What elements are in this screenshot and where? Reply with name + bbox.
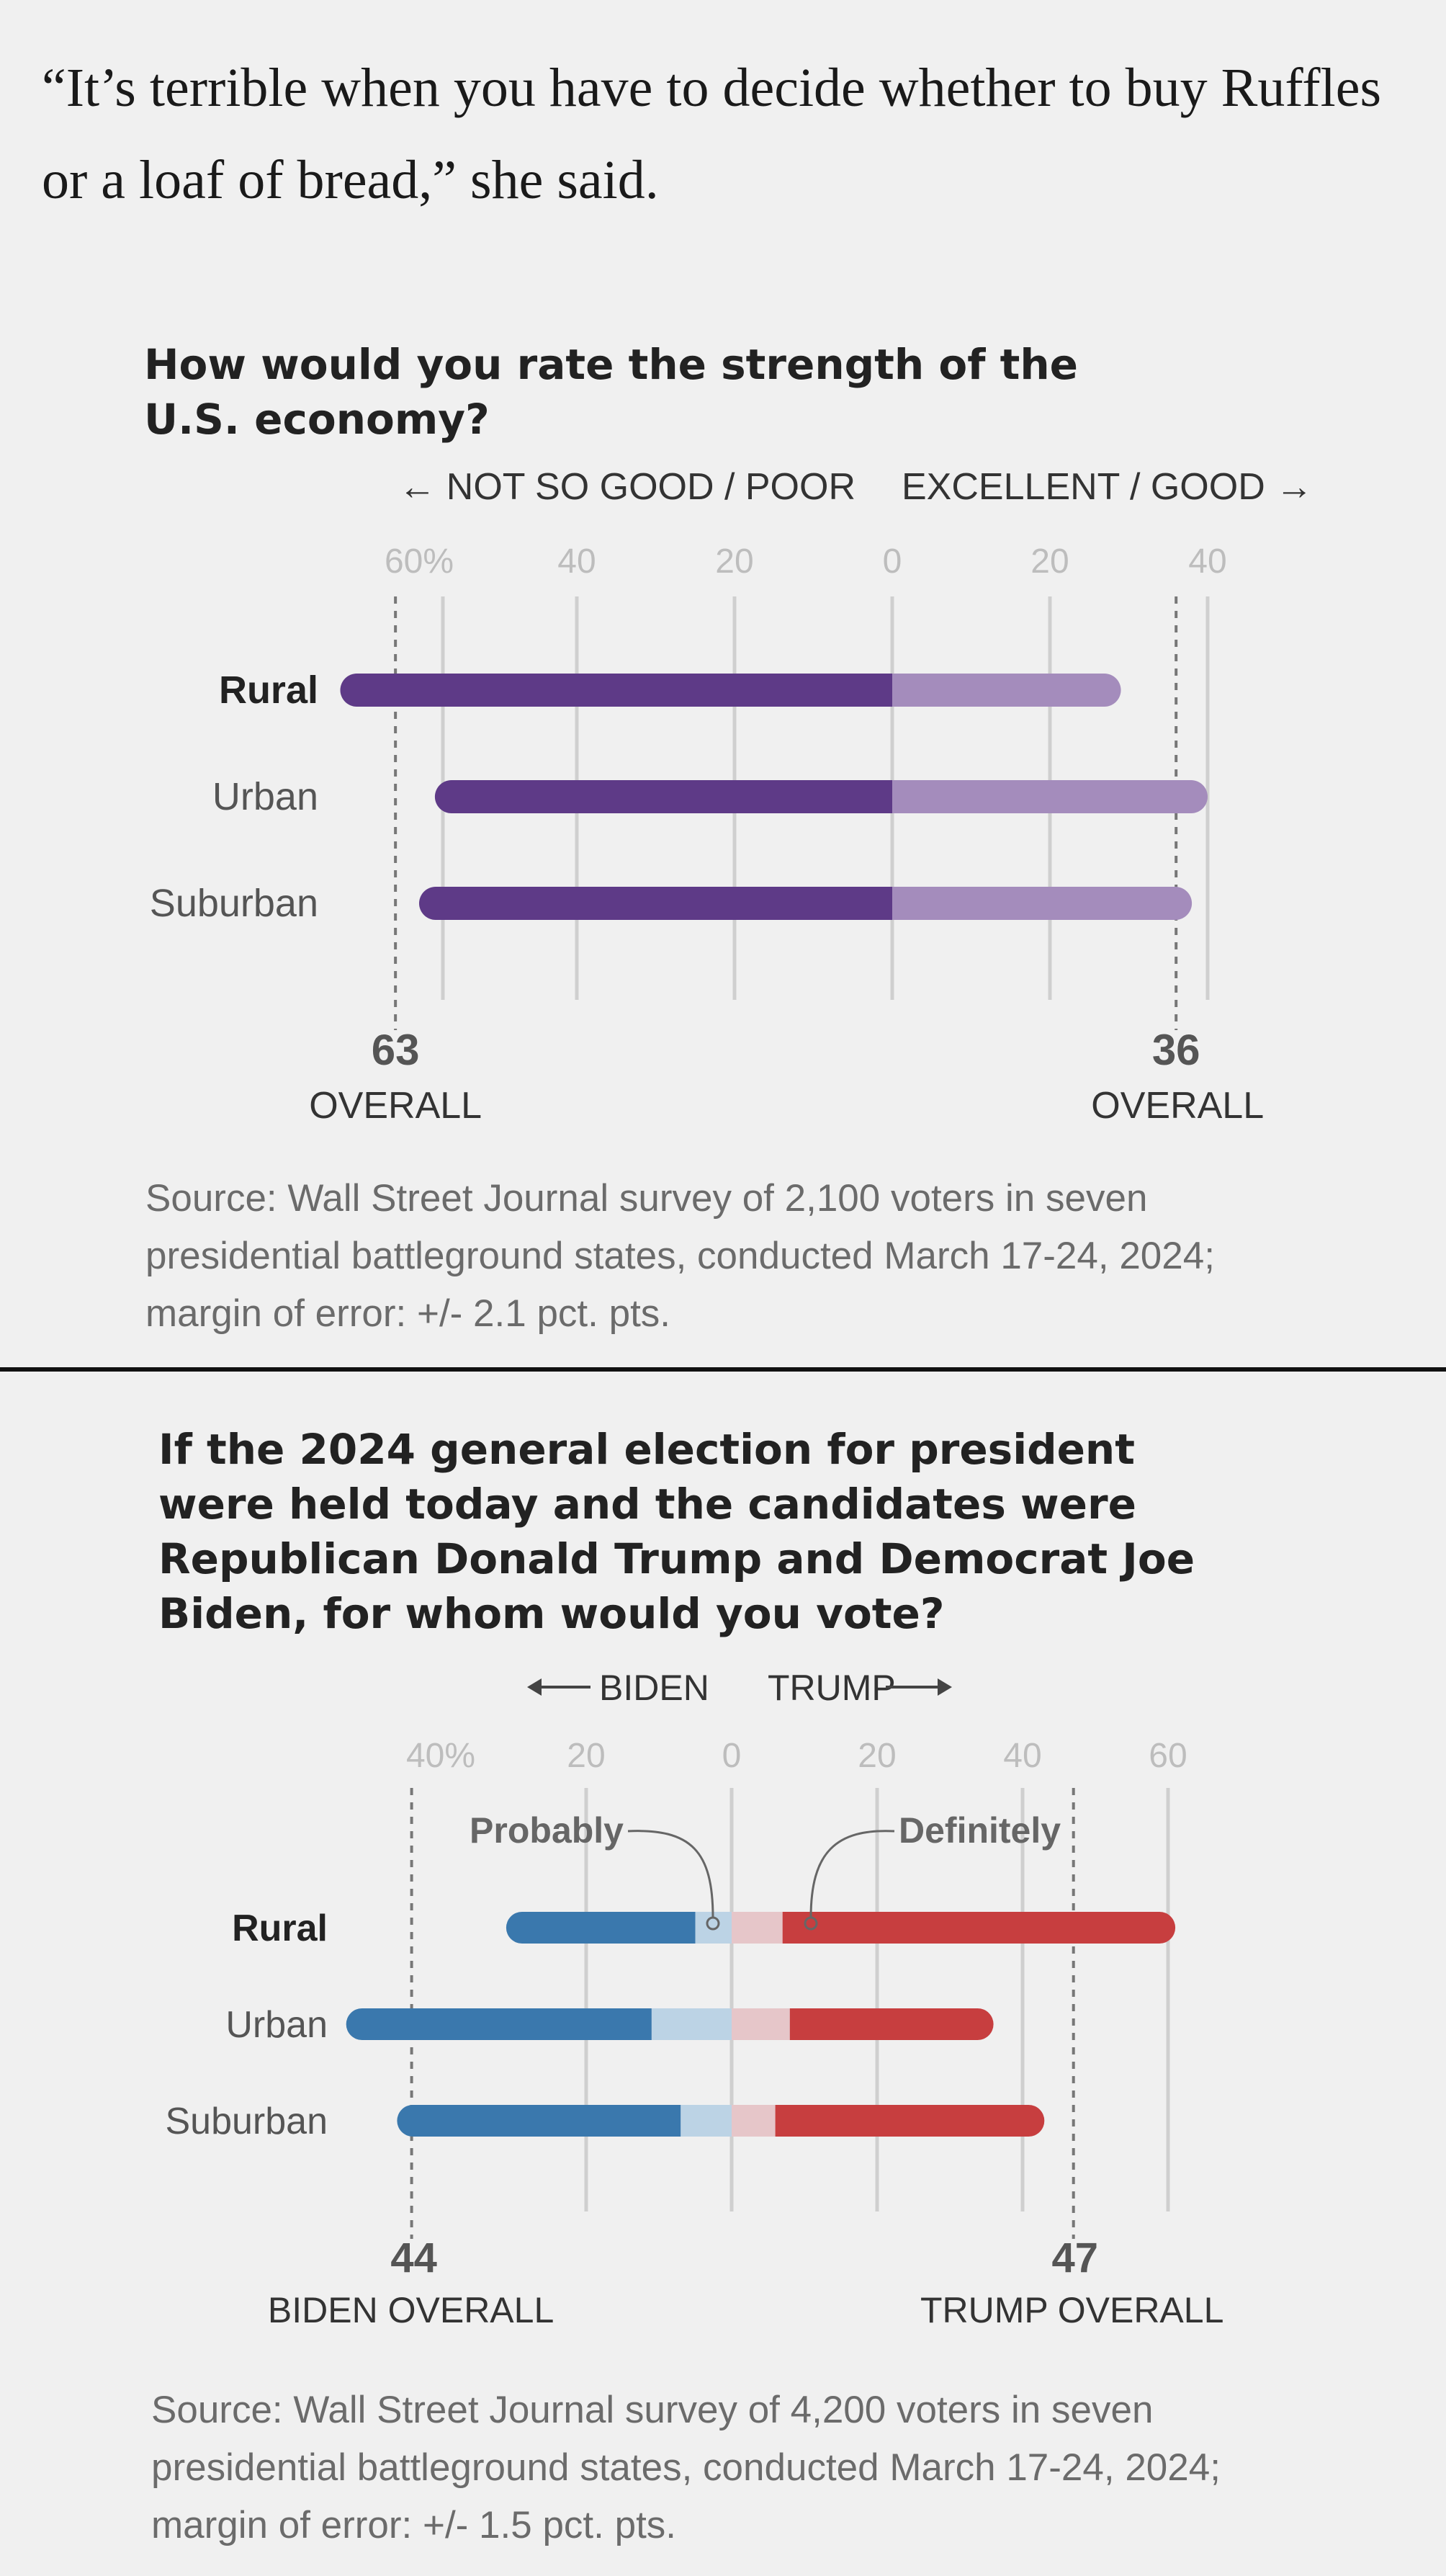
chart2-category-label: Rural (232, 1908, 328, 1949)
chart2-annotation-probably-leader (627, 1830, 714, 1918)
chart2-bar-suburban-biden-probably (681, 2105, 732, 2137)
chart1-tick-label: 0 (883, 542, 902, 581)
chart1-bar-rural-not-good (340, 674, 892, 707)
chart2-bar-urban-trump-definitely (789, 2008, 994, 2040)
chart2-bar-urban-trump-probably (732, 2008, 790, 2040)
chart2-overall-label-right: TRUMP OVERALL (920, 2290, 1223, 2330)
chart1-bar-suburban-not-good (419, 887, 892, 920)
chart2-tick-label: 0 (722, 1737, 742, 1775)
chart2-tick-label: 40% (406, 1737, 475, 1775)
chart2-category-label: Urban (225, 2004, 328, 2046)
chart2-annotation-definitely-dot (804, 1916, 818, 1931)
chart2-bar-suburban-trump-definitely (775, 2105, 1045, 2137)
chart1-category-label: Urban (212, 775, 318, 818)
chart1-tick-label: 40 (557, 542, 596, 581)
chart2-direction-right: TRUMP (768, 1668, 896, 1708)
chart2-bar-rural-trump-probably (732, 1912, 783, 1944)
chart1-category-label: Rural (219, 668, 318, 712)
chart2-arrow-left-head (527, 1678, 542, 1696)
chart2-annotation-probably: Probably (470, 1810, 624, 1851)
chart2-tick-label: 60 (1149, 1737, 1187, 1775)
chart1-bar-suburban-good (892, 887, 1193, 920)
chart2-bar-urban-biden-probably (651, 2008, 732, 2040)
chart2-arrow-right-head (938, 1678, 952, 1696)
chart1-tick-label: 60% (385, 542, 454, 581)
chart2-category-label: Suburban (165, 2101, 328, 2142)
chart1-title: How would you rate the strength of the U… (144, 340, 1078, 444)
chart2-overall-value-right: 47 (1051, 2235, 1098, 2281)
chart2-bar-suburban-trump-probably (732, 2105, 776, 2137)
chart2-annotation-definitely: Definitely (899, 1810, 1061, 1851)
chart1-economy-rating: ← NOT SO GOOD / POOR EXCELLENT / GOOD → 60… (150, 466, 1313, 1127)
chart2-tick-label: 40 (1003, 1737, 1041, 1775)
chart1-bar-urban-good (892, 780, 1208, 813)
chart2-bar-urban-biden-definitely (346, 2008, 652, 2040)
chart2-overall-value-left: 44 (390, 2235, 437, 2281)
chart2-grid (584, 1788, 1170, 2211)
chart2-source: Source: Wall Street Journal survey of 4,… (151, 2389, 1221, 2546)
article-quote: “It’s terrible when you have to decide w… (42, 58, 1382, 210)
chart2-tick-label: 20 (567, 1737, 605, 1775)
chart1-bar-rural-good (892, 674, 1121, 707)
chart1-tick-label: 20 (715, 542, 753, 581)
chart2-bar-rural-biden-definitely (506, 1912, 696, 1944)
chart1-source: Source: Wall Street Journal survey of 2,… (145, 1177, 1215, 1335)
chart1-direction-left: ← NOT SO GOOD / POOR (398, 466, 856, 508)
chart2-bar-rural-trump-definitely (782, 1912, 1176, 1944)
chart2-annotation-probably-dot (706, 1916, 720, 1931)
chart2-direction-left: BIDEN (599, 1668, 709, 1708)
chart2-vote-preference: BIDEN TRUMP 40% 20 0 20 40 60 Rural Urban Suburban… (165, 1668, 1223, 2330)
chart2-title: If the 2024 general election for preside… (158, 1425, 1195, 1638)
chart2-bar-suburban-biden-definitely (397, 2105, 681, 2137)
chart1-overall-label-right: OVERALL (1091, 1085, 1264, 1127)
chart1-tick-label: 20 (1030, 542, 1069, 581)
chart1-overall-value-left: 63 (372, 1026, 420, 1074)
chart2-overall-label-left: BIDEN OVERALL (268, 2290, 554, 2330)
section-divider (0, 1367, 1446, 1372)
chart1-tick-label: 40 (1188, 542, 1226, 581)
chart1-bar-urban-not-good (434, 780, 892, 813)
chart2-tick-label: 20 (858, 1737, 896, 1775)
chart1-category-label: Suburban (150, 882, 318, 925)
chart1-direction-right: EXCELLENT / GOOD → (902, 466, 1313, 508)
chart1-overall-label-left: OVERALL (309, 1085, 482, 1127)
chart1-overall-value-right: 36 (1152, 1026, 1200, 1074)
chart2-annotation-definitely-leader (809, 1830, 895, 1918)
